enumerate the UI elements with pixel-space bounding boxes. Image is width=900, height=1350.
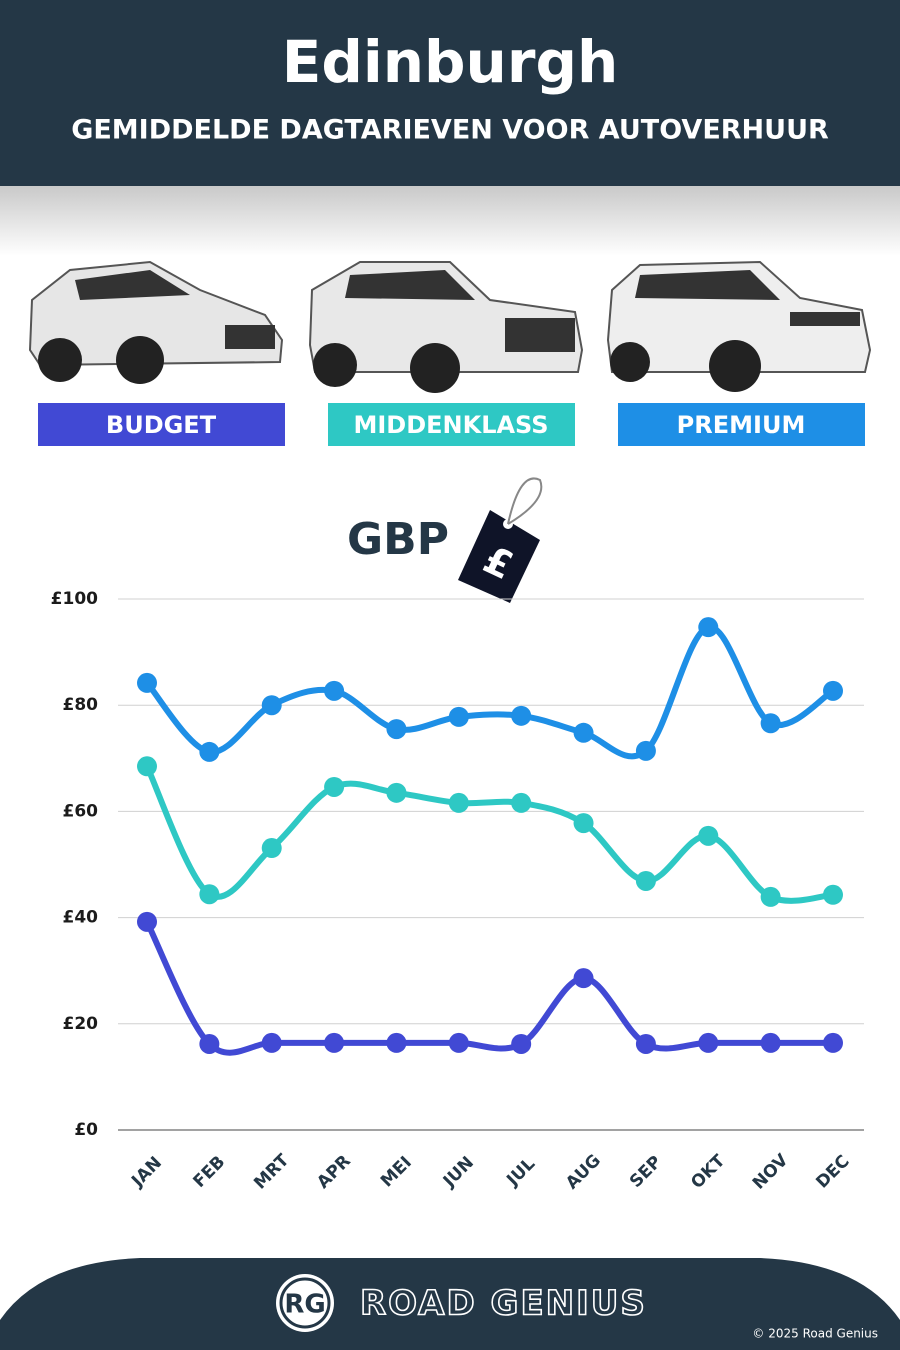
logo-circle (276, 1274, 334, 1332)
y-tick-label: £20 (63, 1014, 99, 1034)
point (760, 886, 781, 907)
point (324, 680, 345, 701)
header-bg (0, 0, 900, 186)
subtitle: GEMIDDELDE DAGTARIEVEN VOOR AUTOVERHUUR (71, 115, 829, 146)
point (511, 705, 532, 726)
point (137, 911, 157, 932)
header-shadow (0, 186, 900, 256)
point (823, 680, 843, 701)
price-tag: £ (458, 477, 543, 603)
point (511, 792, 532, 813)
x-tick-label: MEI (377, 1153, 416, 1192)
legend-box (38, 403, 285, 446)
point (573, 722, 594, 743)
point (261, 1032, 282, 1053)
y-tick-label: £80 (63, 695, 99, 715)
y-tick-label: £100 (51, 589, 98, 609)
car-budget (28, 260, 284, 384)
point (698, 617, 719, 638)
legend-box (328, 403, 575, 446)
point (199, 1033, 220, 1054)
point (324, 776, 345, 797)
point (386, 719, 407, 740)
point (698, 825, 719, 846)
point (448, 792, 469, 813)
line (144, 920, 833, 1056)
copyright: © 2025 Road Genius (752, 1327, 878, 1341)
brand: ROAD GENIUS (360, 1284, 647, 1324)
x-tick-label: AUG (562, 1151, 605, 1194)
x-tick-label: JUL (502, 1154, 539, 1191)
x-tick-label: SEP (626, 1152, 666, 1192)
y-tick-label: £0 (74, 1120, 98, 1140)
point (261, 838, 282, 859)
point (137, 756, 157, 777)
y-tick-label: £40 (63, 908, 99, 928)
point (635, 870, 656, 891)
legend-box (618, 403, 865, 446)
y-tick-label: £60 (63, 801, 99, 821)
point (448, 706, 469, 727)
title: Edinburgh (282, 28, 619, 96)
point (448, 1032, 469, 1053)
logo-ring (279, 1277, 331, 1329)
legend-label: BUDGET (106, 411, 217, 439)
line (144, 624, 835, 760)
car-middenklass (308, 261, 584, 393)
point (199, 884, 220, 905)
point (324, 1032, 345, 1053)
legend-label: MIDDENKLASS (353, 411, 548, 439)
point (635, 740, 656, 761)
line (144, 764, 834, 904)
x-tick-label: MRT (250, 1150, 293, 1193)
point (511, 1033, 532, 1054)
point (386, 1032, 407, 1053)
point (823, 884, 843, 905)
x-tick-label: APR (313, 1151, 355, 1193)
point (760, 713, 781, 734)
footer-bg (0, 1258, 900, 1350)
point (760, 1032, 781, 1053)
x-tick-label: NOV (749, 1150, 793, 1194)
point (698, 1032, 719, 1053)
point (823, 1032, 843, 1053)
legend-label: PREMIUM (677, 411, 806, 439)
x-tick-label: JAN (127, 1153, 166, 1192)
point (635, 1033, 656, 1054)
point (573, 813, 594, 834)
car-premium (606, 260, 872, 392)
x-tick-label: FEB (189, 1152, 229, 1192)
x-tick-label: OKT (687, 1151, 729, 1193)
point (137, 672, 157, 693)
currency-label: GBP (347, 514, 449, 565)
point (199, 741, 220, 762)
point (573, 968, 594, 989)
point (386, 782, 407, 803)
logo: RG (284, 1290, 325, 1320)
point (261, 695, 282, 716)
x-tick-label: JUN (439, 1153, 478, 1192)
x-tick-label: DEC (812, 1151, 853, 1192)
